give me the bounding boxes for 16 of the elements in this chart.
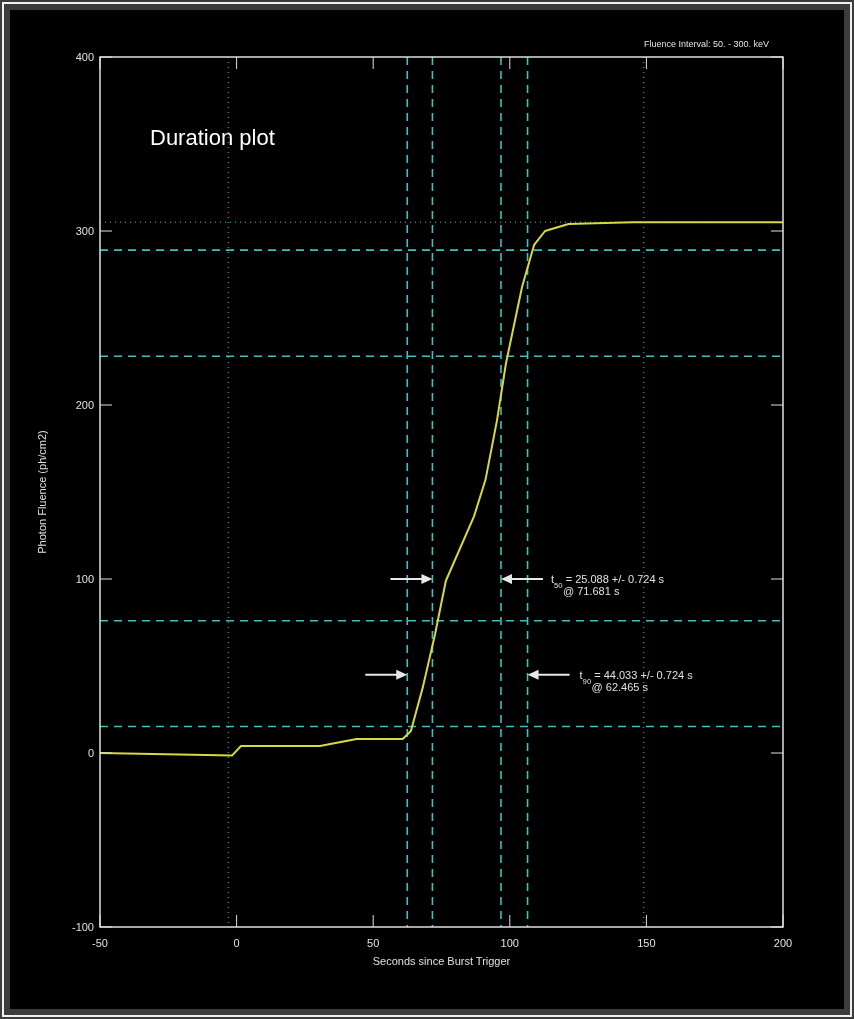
y-tick-label: -100 — [71, 921, 94, 933]
x-tick-label: 0 — [233, 937, 240, 949]
y-tick-label: 400 — [75, 51, 94, 63]
chart-subtitle: Fluence Interval: 50. - 300. keV — [643, 39, 769, 49]
text: Duration plot — [150, 125, 275, 150]
y-tick-label: 0 — [87, 747, 94, 759]
y-tick-label: 300 — [75, 225, 94, 237]
x-tick-label: -50 — [92, 937, 108, 949]
x-tick-label: 200 — [773, 937, 793, 949]
y-tick-label: 100 — [75, 573, 94, 585]
x-tick-label: 150 — [637, 937, 656, 949]
x-tick-label: 100 — [500, 937, 519, 949]
x-axis-title: Seconds since Burst Trigger — [372, 955, 511, 967]
x-tick-label: 50 — [367, 937, 380, 949]
y-axis-title: Photon Fluence (ph/cm2) — [36, 430, 48, 554]
y-tick-label: 200 — [75, 399, 94, 411]
